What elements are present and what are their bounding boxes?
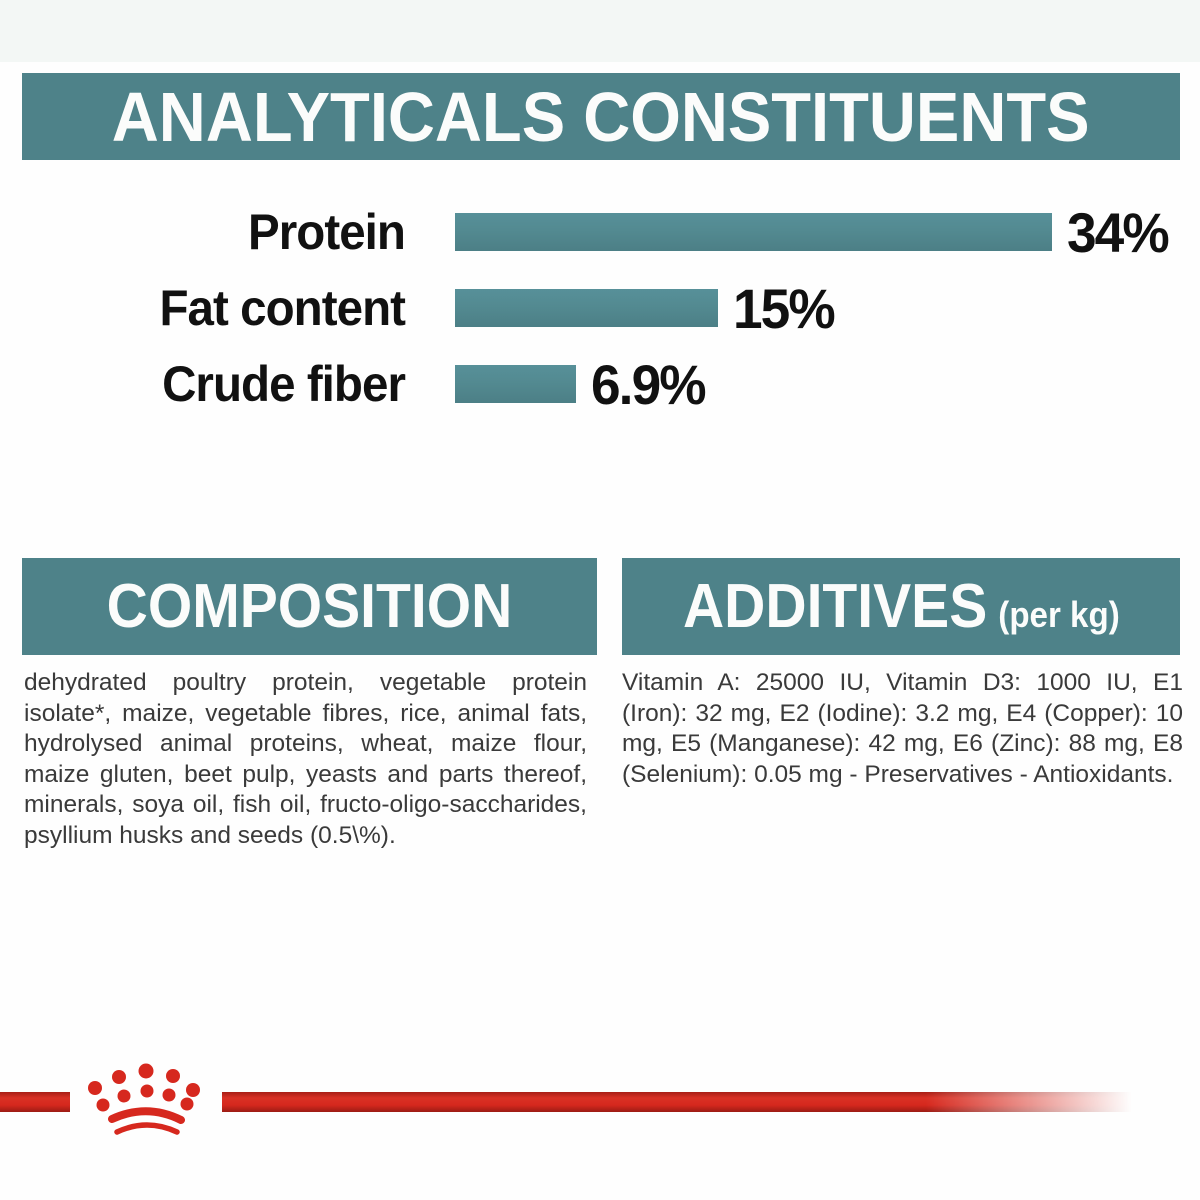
crown-dots (88, 1063, 200, 1112)
bar-row: Crude fiber 6.9% (60, 353, 1200, 416)
footer-accent-line-right (222, 1092, 1200, 1112)
bar (455, 213, 1052, 251)
top-strip (0, 0, 1200, 62)
bar-row: Fat content 15% (60, 277, 1200, 340)
additives-text: Vitamin A: 25000 IU, Vitamin D3: 1000 IU… (622, 669, 1183, 788)
bar-row: Protein 34% (60, 201, 1200, 264)
additives-per-kg-label: (per kg) (997, 594, 1120, 635)
footer-accent-line-left (0, 1092, 70, 1112)
bar (455, 289, 718, 327)
bar-label: Crude fiber (162, 356, 406, 412)
bar-value: 6.9% (591, 352, 707, 416)
bar-label: Fat content (159, 280, 405, 336)
additives-header: ADDITIVES (per kg) (622, 558, 1180, 655)
analyticals-banner: ANALYTICALS CONSTITUENTS (22, 73, 1180, 160)
composition-header: COMPOSITION (22, 558, 597, 655)
analytical-constituents-chart: Protein 34% Fat content 15% Crude fiber … (60, 201, 1200, 432)
banner-title: ANALYTICALS CONSTITUENTS (112, 77, 1090, 156)
royal-canin-crown-logo (88, 1063, 200, 1135)
bar-value: 15% (733, 276, 836, 340)
bar-value: 34% (1067, 200, 1170, 264)
additives-header-label: ADDITIVES (682, 572, 987, 641)
bar-label: Protein (248, 204, 406, 260)
bar (455, 365, 576, 403)
composition-header-label: COMPOSITION (106, 572, 513, 641)
composition-text: dehydrated poultry protein, vegetable pr… (24, 669, 587, 849)
crown-base-arcs (108, 1107, 185, 1135)
